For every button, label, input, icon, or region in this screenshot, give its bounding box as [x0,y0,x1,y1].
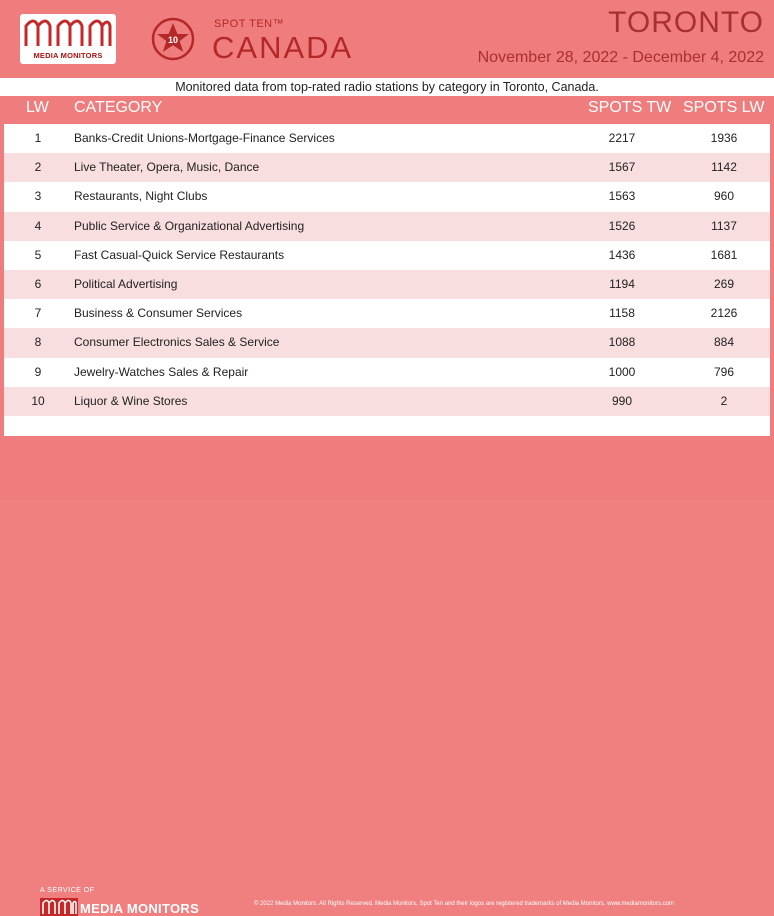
cell-category: Live Theater, Opera, Music, Dance [74,160,260,175]
cell-lw: 8 [34,335,42,350]
cell-spots-tw: 1563 [608,189,636,204]
cell-spots-tw: 1567 [608,160,636,175]
table-body: 1 Banks-Credit Unions-Mortgage-Finance S… [4,124,770,416]
cell-spots-tw: 990 [611,393,633,408]
cell-spots-tw: 1158 [609,306,635,321]
cell-lw: 3 [34,189,42,204]
cell-spots-tw: 1194 [609,276,635,291]
table-row: 3 Restaurants, Night Clubs 1563 960 [4,182,770,212]
cell-category: Liquor & Wine Stores [74,393,188,408]
cell-lw: 5 [34,247,42,262]
logo-text: MEDIA MONITORS [33,51,103,60]
copyright-text: © 2022 Media Monitors. All Rights Reserv… [254,901,674,907]
country-title: CANADA [212,30,354,65]
cell-spots-tw: 1000 [608,364,636,379]
cell-lw: 4 [34,218,42,233]
table-row: 8 Consumer Electronics Sales & Service 1… [4,328,770,358]
cell-lw: 10 [31,393,45,408]
table-row: 5 Fast Casual-Quick Service Restaurants … [4,240,770,270]
subtitle: Monitored data from top-rated radio stat… [175,80,599,94]
cell-category: Public Service & Organizational Advertis… [74,218,305,233]
footer-logo-icon [40,898,78,916]
table-spacer [4,416,770,436]
date-range: November 28, 2022 - December 4, 2022 [477,49,764,66]
cell-spots-lw: 960 [713,189,735,204]
table-row: 2 Live Theater, Opera, Music, Dance 1567… [4,153,770,183]
cell-lw: 7 [34,306,42,321]
cell-category: Business & Consumer Services [74,306,243,321]
cell-category: Restaurants, Night Clubs [74,189,208,204]
service-label: A SERVICE OF [40,887,95,894]
subtitle-bar [0,78,774,96]
header-lw: LW [26,99,49,116]
table-row: 1 Banks-Credit Unions-Mortgage-Finance S… [4,124,770,154]
header-category: CATEGORY [74,99,163,116]
table-row: 9 Jewelry-Watches Sales & Repair 1000 79… [4,357,770,387]
header: MEDIA MONITORS 10 SPOT TEN™ CANADA TORON… [0,0,774,78]
cell-spots-lw: 1142 [711,160,737,175]
cell-spots-lw: 2126 [710,306,738,321]
table-row: 6 Political Advertising 1194 269 [4,269,770,300]
cell-category: Consumer Electronics Sales & Service [74,335,280,350]
table-row: 7 Business & Consumer Services 1158 2126 [4,299,770,329]
badge-number: 10 [168,35,178,45]
cell-spots-tw: 1436 [608,247,636,262]
cell-spots-lw: 796 [713,364,735,379]
header-spots-tw: SPOTS TW [588,99,672,116]
cell-spots-lw: 2 [720,393,728,408]
cell-spots-lw: 269 [713,276,735,291]
city-title: TORONTO [608,6,764,39]
table-row: 4 Public Service & Organizational Advert… [4,211,770,241]
cell-lw: 2 [34,160,42,175]
cell-category: Fast Casual-Quick Service Restaurants [74,247,285,262]
cell-category: Jewelry-Watches Sales & Repair [74,364,249,379]
cell-lw: 1 [34,131,42,145]
cell-spots-tw: 2217 [608,131,636,145]
waveform-icon [24,19,112,46]
cell-lw: 9 [34,364,42,379]
cell-lw: 6 [34,276,42,291]
cell-spots-tw: 1088 [608,335,636,350]
cell-category: Political Advertising [74,276,178,291]
cell-spots-lw: 1936 [710,131,738,145]
header-spots-lw: SPOTS LW [683,99,765,116]
star-badge-icon: 10 [151,17,195,61]
cell-spots-lw: 1137 [711,218,737,233]
cell-spots-lw: 1681 [710,247,738,262]
footer: A SERVICE OF MEDIA MONITORS © 2022 Media… [0,436,774,916]
table-row: 10 Liquor & Wine Stores 990 2 [4,386,770,416]
cell-spots-lw: 884 [713,335,735,350]
table-header [0,96,774,123]
spot-ten-label: SPOT TEN™ [214,18,285,30]
cell-category: Banks-Credit Unions-Mortgage-Finance Ser… [74,131,335,145]
footer-brand: MEDIA MONITORS [80,901,200,916]
cell-spots-tw: 1526 [608,218,636,233]
media-monitors-logo: MEDIA MONITORS [20,14,116,64]
